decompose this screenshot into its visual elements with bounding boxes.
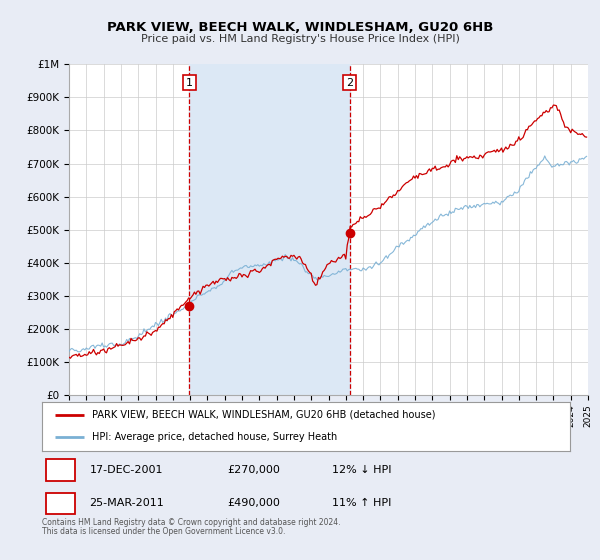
Text: 11% ↑ HPI: 11% ↑ HPI — [332, 498, 392, 508]
Text: 12% ↓ HPI: 12% ↓ HPI — [332, 465, 392, 475]
Text: 1: 1 — [57, 465, 64, 475]
Text: 1: 1 — [186, 78, 193, 87]
Text: 25-MAR-2011: 25-MAR-2011 — [89, 498, 164, 508]
FancyBboxPatch shape — [46, 459, 75, 480]
Text: 2: 2 — [57, 498, 64, 508]
Text: £270,000: £270,000 — [227, 465, 280, 475]
Text: 17-DEC-2001: 17-DEC-2001 — [89, 465, 163, 475]
Text: This data is licensed under the Open Government Licence v3.0.: This data is licensed under the Open Gov… — [42, 526, 286, 536]
Text: HPI: Average price, detached house, Surrey Heath: HPI: Average price, detached house, Surr… — [92, 432, 337, 442]
Text: £490,000: £490,000 — [227, 498, 280, 508]
Text: PARK VIEW, BEECH WALK, WINDLESHAM, GU20 6HB: PARK VIEW, BEECH WALK, WINDLESHAM, GU20 … — [107, 21, 493, 34]
Text: Contains HM Land Registry data © Crown copyright and database right 2024.: Contains HM Land Registry data © Crown c… — [42, 519, 341, 528]
Text: Price paid vs. HM Land Registry's House Price Index (HPI): Price paid vs. HM Land Registry's House … — [140, 34, 460, 44]
Bar — [190, 64, 350, 395]
FancyBboxPatch shape — [46, 493, 75, 514]
Text: PARK VIEW, BEECH WALK, WINDLESHAM, GU20 6HB (detached house): PARK VIEW, BEECH WALK, WINDLESHAM, GU20 … — [92, 410, 436, 420]
Text: 2: 2 — [346, 78, 353, 87]
